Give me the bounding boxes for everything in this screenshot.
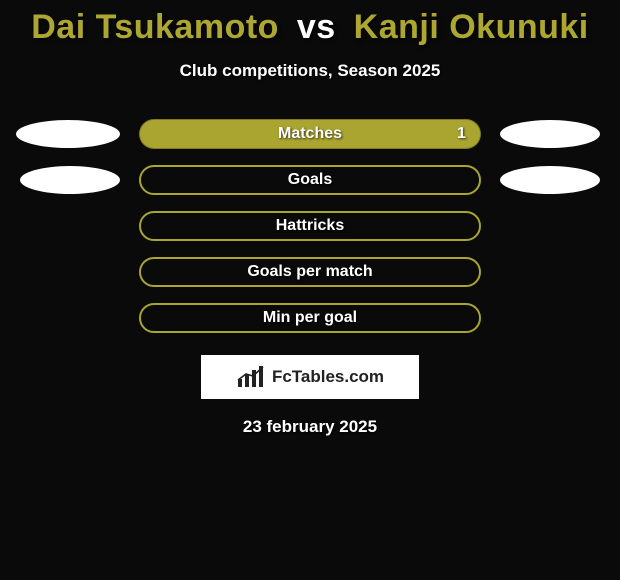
stat-value-right: 1 (457, 125, 466, 143)
right-ellipse (500, 120, 600, 148)
chart-icon (236, 365, 266, 389)
vs-text: vs (297, 8, 336, 46)
stat-bar (139, 257, 481, 287)
player2-name: Kanji Okunuki (354, 8, 589, 46)
right-ellipse (500, 166, 600, 194)
stat-bar (139, 211, 481, 241)
stat-row: Goals per match (0, 257, 620, 287)
stat-row: Matches1 (0, 119, 620, 149)
player1-name: Dai Tsukamoto (31, 8, 279, 46)
stat-bar (139, 165, 481, 195)
stat-row: Min per goal (0, 303, 620, 333)
stats-rows: Matches1 Goals Hattricks Goals per match Min… (0, 119, 620, 333)
subtitle: Club competitions, Season 2025 (0, 61, 620, 81)
stat-bar (139, 303, 481, 333)
logo-text: FcTables.com (272, 367, 384, 387)
stat-row: Goals (0, 165, 620, 195)
left-ellipse (16, 120, 120, 148)
stat-row: Hattricks (0, 211, 620, 241)
left-ellipse (20, 166, 120, 194)
stat-bar (139, 119, 481, 149)
fctables-logo: FcTables.com (201, 355, 419, 399)
date-text: 23 february 2025 (0, 417, 620, 437)
comparison-title: Dai Tsukamoto vs Kanji Okunuki (0, 0, 620, 47)
